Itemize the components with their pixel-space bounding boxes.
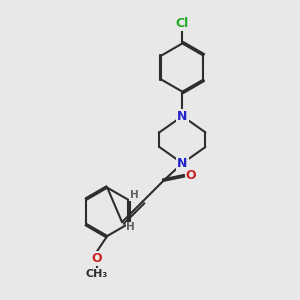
Text: Cl: Cl	[176, 17, 189, 30]
Text: O: O	[186, 169, 196, 182]
Text: O: O	[92, 252, 102, 265]
Text: H: H	[127, 222, 135, 233]
Text: N: N	[177, 110, 188, 123]
Text: H: H	[130, 190, 139, 200]
Text: CH₃: CH₃	[86, 269, 108, 279]
Text: N: N	[177, 157, 188, 170]
